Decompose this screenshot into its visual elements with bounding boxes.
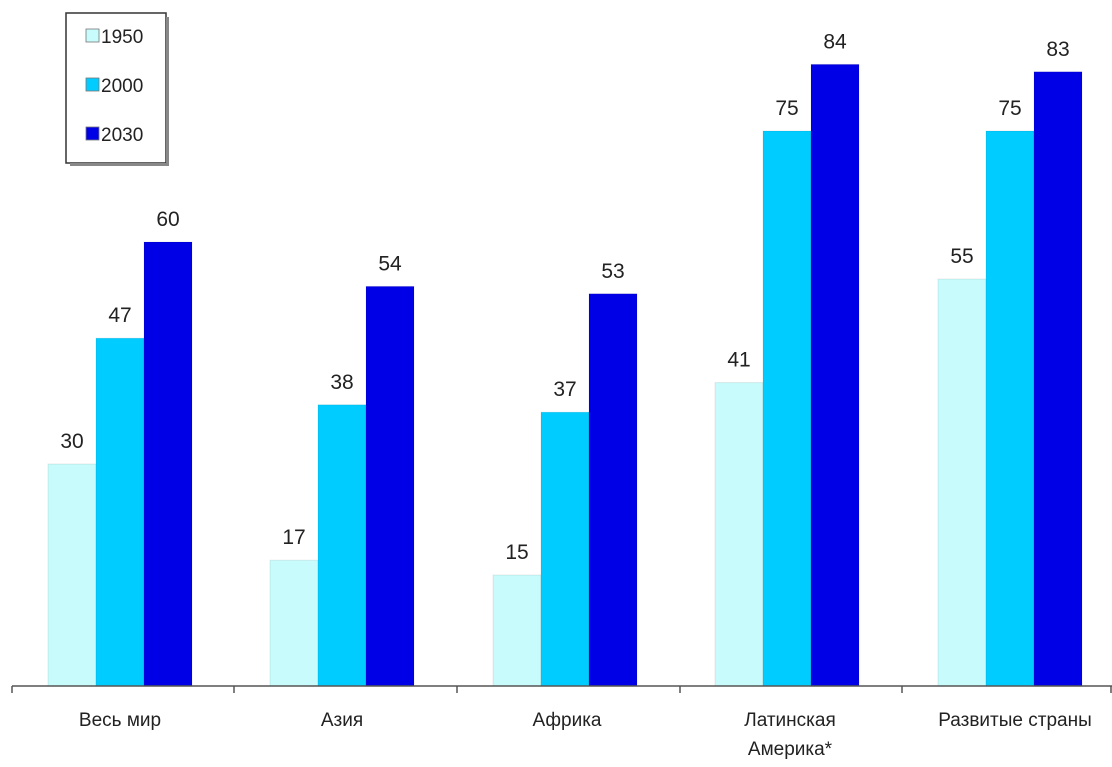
legend-swatch-2030 (85, 126, 100, 141)
value-label-2030-4: 83 (1046, 38, 1069, 61)
bar-1950-0 (47, 463, 97, 687)
category-label-3: Латинская Америка* (744, 710, 836, 760)
value-label-1950-1: 17 (282, 526, 305, 549)
value-label-2000-1: 38 (330, 371, 353, 394)
legend-swatch-1950 (85, 28, 100, 43)
category-label-1: Азия (321, 710, 363, 731)
value-label-2030-1: 54 (378, 252, 402, 275)
value-label-1950-4: 55 (950, 245, 973, 268)
bar-1950-2 (492, 574, 542, 687)
bar-2000-0 (95, 337, 145, 687)
value-label-2000-0: 47 (108, 304, 131, 327)
bar-2030-0 (143, 241, 193, 687)
bar-2000-1 (317, 404, 367, 687)
legend-shadow (166, 17, 169, 166)
bar-2030-4 (1033, 71, 1083, 687)
value-label-2030-3: 84 (823, 30, 847, 53)
legend-box (65, 12, 167, 164)
value-labels-layer: 30 47 60 17 38 54 15 37 53 41 75 84 55 75 83 (60, 30, 1069, 564)
bar-2000-4 (985, 130, 1035, 687)
value-label-2030-2: 53 (601, 260, 624, 283)
bar-2030-1 (365, 285, 415, 687)
bar-2030-2 (588, 293, 638, 687)
category-label-2: Африка (533, 710, 602, 731)
value-label-2000-2: 37 (553, 378, 576, 401)
value-label-2030-0: 60 (156, 208, 179, 231)
bar-2000-2 (540, 411, 590, 687)
value-label-1950-2: 15 (505, 541, 528, 564)
bars-layer (47, 63, 1083, 687)
category-label-4: Развитые страны (938, 710, 1092, 731)
bar-1950-4 (937, 278, 987, 687)
value-label-2000-4: 75 (998, 97, 1021, 120)
bar-2000-3 (762, 130, 812, 687)
legend: 1950 2000 2030 (65, 12, 169, 166)
bar-2030-3 (810, 63, 860, 687)
legend-label-1950: 1950 (101, 27, 143, 48)
category-labels-layer: Весь мир Азия Африка Латинская Америка* Разви… (79, 710, 1092, 760)
legend-shadow-bottom (70, 163, 169, 166)
bar-1950-3 (714, 382, 764, 687)
x-axis (11, 685, 1112, 693)
category-label-0: Весь мир (79, 710, 161, 731)
legend-items: 1950 2000 2030 (85, 27, 143, 146)
bar-1950-1 (269, 559, 319, 687)
legend-label-2030: 2030 (101, 125, 143, 146)
value-label-1950-0: 30 (60, 430, 83, 453)
legend-label-2000: 2000 (101, 76, 143, 97)
value-label-1950-3: 41 (727, 349, 750, 372)
legend-swatch-2000 (85, 77, 100, 92)
value-label-2000-3: 75 (775, 97, 798, 120)
